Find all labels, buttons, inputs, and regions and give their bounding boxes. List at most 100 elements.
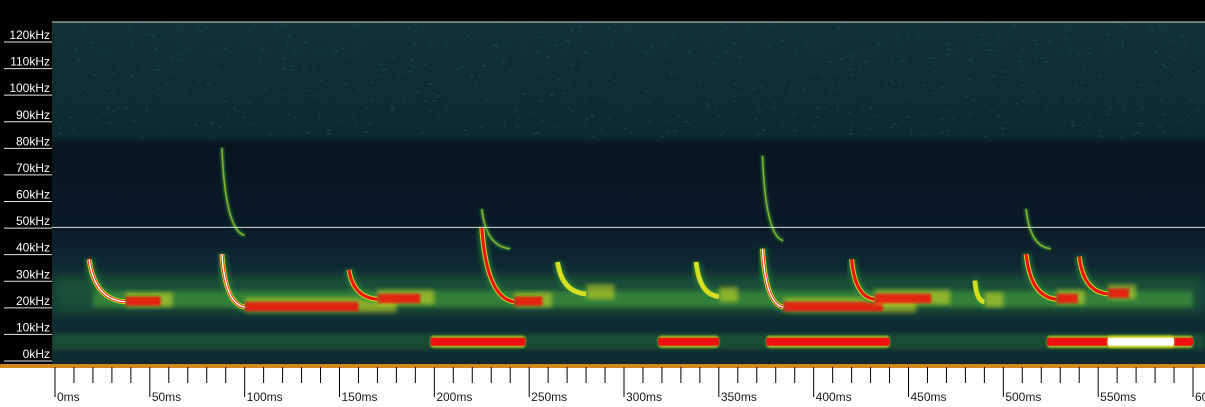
noise-speck xyxy=(125,107,129,110)
noise-speck xyxy=(131,119,136,122)
noise-speck xyxy=(1135,67,1139,70)
noise-speck xyxy=(154,48,158,50)
noise-speck xyxy=(679,111,681,113)
noise-speck xyxy=(192,32,195,34)
noise-speck xyxy=(184,35,187,37)
noise-speck xyxy=(539,72,543,75)
noise-speck xyxy=(819,73,823,75)
noise-speck xyxy=(602,39,605,42)
noise-speck xyxy=(370,81,374,84)
noise-speck xyxy=(515,126,520,128)
noise-speck xyxy=(236,61,240,64)
call-core xyxy=(480,227,515,304)
noise-speck xyxy=(336,104,339,106)
noise-speck xyxy=(913,104,915,107)
noise-speck xyxy=(650,46,654,48)
noise-speck xyxy=(761,129,766,131)
noise-speck xyxy=(180,59,184,61)
noise-speck xyxy=(795,37,799,40)
noise-speck xyxy=(1187,114,1190,116)
noise-speck xyxy=(687,123,691,125)
harmonic-core xyxy=(761,155,784,242)
noise-speck xyxy=(1074,36,1077,39)
noise-speck xyxy=(1124,22,1126,24)
noise-speck xyxy=(1184,60,1186,62)
harmonic-core xyxy=(1025,208,1051,250)
noise-speck xyxy=(1158,125,1162,128)
noise-speck xyxy=(1198,70,1201,73)
noise-speck xyxy=(263,88,267,91)
noise-speck xyxy=(288,94,292,96)
noise-speck xyxy=(1167,55,1172,57)
noise-speck xyxy=(831,45,833,47)
noise-speck xyxy=(993,49,996,52)
noise-speck xyxy=(836,109,839,111)
noise-speck xyxy=(515,125,518,127)
noise-speck xyxy=(106,106,111,108)
noise-speck xyxy=(729,36,732,38)
noise-speck xyxy=(1132,60,1135,62)
noise-band xyxy=(766,337,890,346)
noise-speck xyxy=(784,23,788,26)
noise-speck xyxy=(844,22,848,24)
noise-speck xyxy=(259,47,261,49)
noise-speck xyxy=(80,26,84,28)
reference-lines xyxy=(52,21,1205,228)
noise-speck xyxy=(947,43,951,45)
noise-speck xyxy=(1074,96,1076,98)
noise-speck xyxy=(828,92,831,95)
noise-band xyxy=(430,337,526,346)
noise-speck xyxy=(1174,58,1178,61)
noise-speck xyxy=(865,32,870,35)
noise-speck xyxy=(583,98,586,100)
noise-speck xyxy=(773,99,776,102)
noise-speck xyxy=(924,116,926,118)
noise-speck xyxy=(534,23,537,26)
noise-speck xyxy=(287,112,291,114)
noise-speck xyxy=(946,116,948,118)
noise-speck xyxy=(581,56,584,59)
noise-speck xyxy=(550,79,552,82)
noise-speck xyxy=(849,54,853,57)
noise-speck xyxy=(122,91,124,93)
noise-speck xyxy=(1187,62,1189,64)
noise-speck xyxy=(794,50,798,52)
noise-speck xyxy=(253,60,256,62)
noise-speck xyxy=(767,95,770,97)
noise-speck xyxy=(183,41,186,44)
noise-speck xyxy=(291,69,295,71)
noise-speck xyxy=(445,45,448,48)
noise-speck xyxy=(630,132,634,135)
noise-speck xyxy=(383,68,387,71)
noise-speck xyxy=(458,104,462,107)
noise-speck xyxy=(1059,53,1063,55)
noise-speck xyxy=(218,126,221,128)
noise-speck xyxy=(732,95,736,98)
noise-speck xyxy=(590,114,594,116)
noise-speck xyxy=(673,130,677,132)
noise-speck xyxy=(1179,119,1182,121)
y-tick-label: 90kHz xyxy=(16,108,50,122)
y-tick-label: 40kHz xyxy=(16,241,50,255)
noise-speck xyxy=(992,75,997,78)
x-tick-label: 350ms xyxy=(721,390,757,404)
noise-speck xyxy=(62,46,64,49)
noise-speck xyxy=(1027,124,1029,127)
noise-speck xyxy=(217,132,219,135)
x-axis-line xyxy=(0,364,1205,368)
x-tick-label: 200ms xyxy=(436,390,472,404)
noise-speck xyxy=(270,87,272,89)
noise-speck xyxy=(453,58,455,60)
noise-speck xyxy=(587,135,590,137)
noise-speck xyxy=(707,63,710,66)
noise-speck xyxy=(849,133,853,135)
noise-speck xyxy=(1089,99,1093,101)
noise-speck xyxy=(129,63,132,65)
noise-speck xyxy=(884,30,887,33)
noise-speck xyxy=(1178,77,1180,79)
noise-speck xyxy=(1139,84,1144,86)
noise-speck xyxy=(582,66,585,68)
noise-speck xyxy=(196,28,198,30)
noise-speck xyxy=(811,93,815,96)
noise-speck xyxy=(157,94,160,97)
